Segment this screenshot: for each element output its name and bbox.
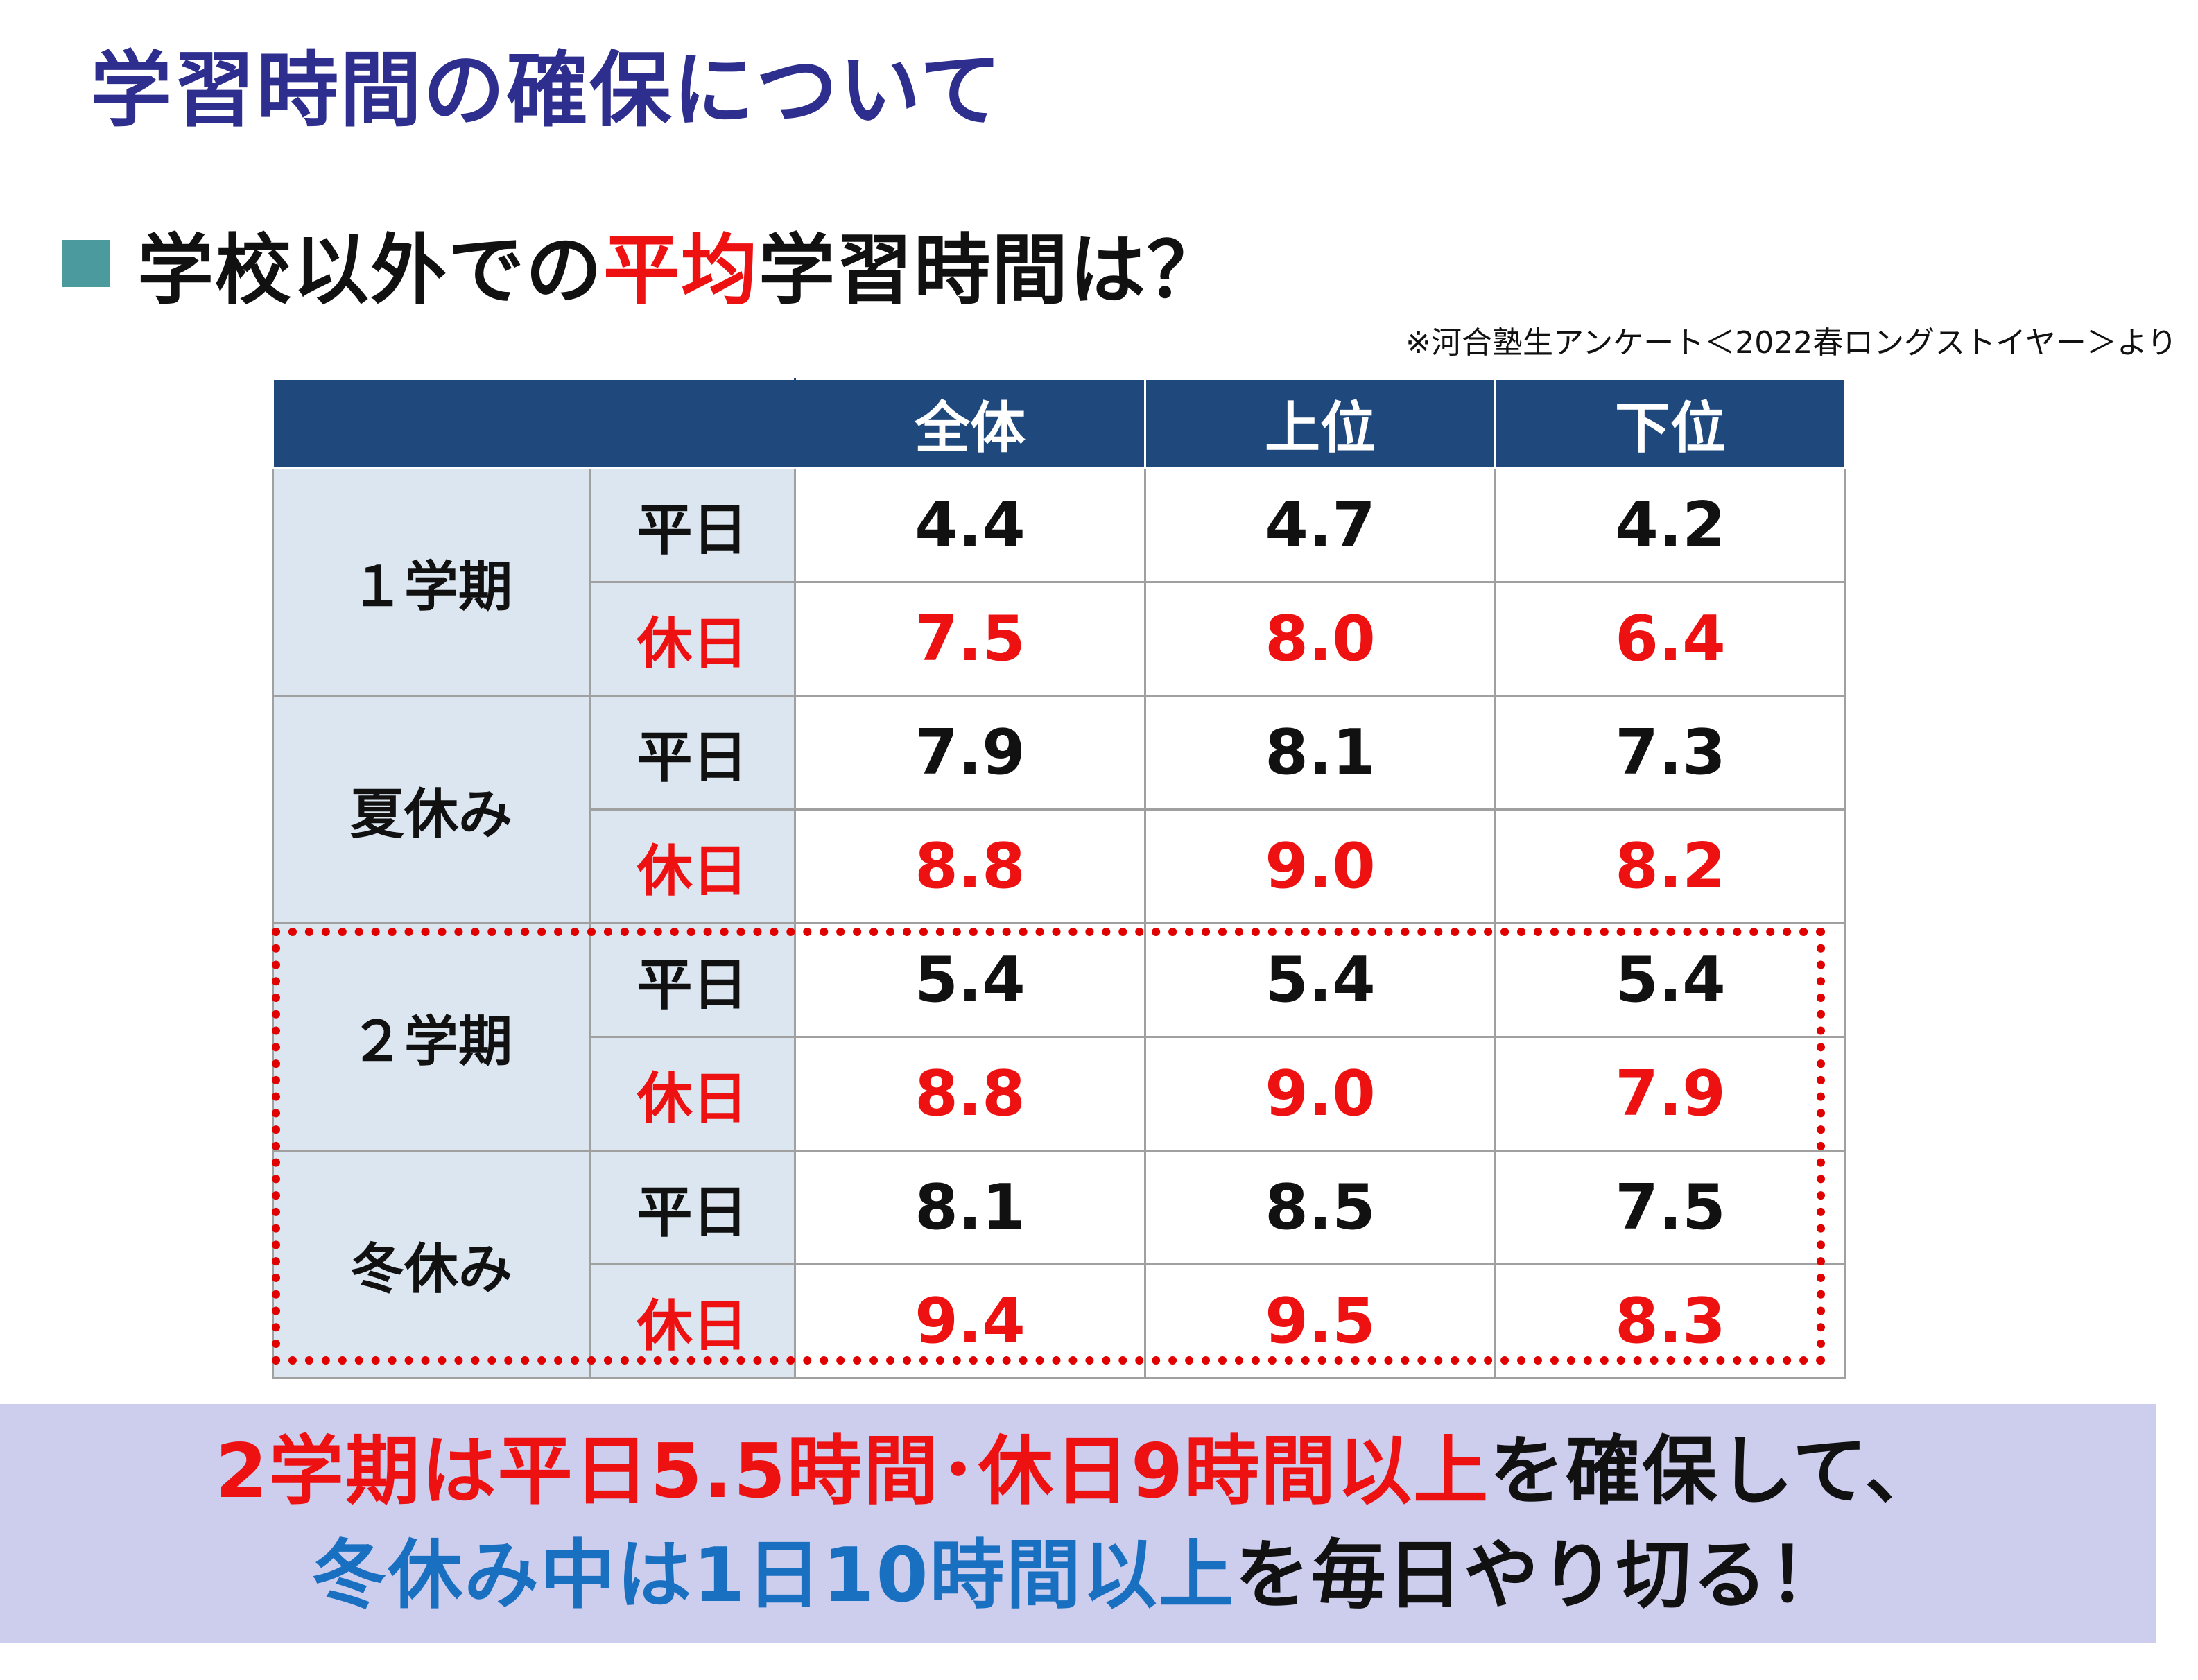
hours-value: 8.2 xyxy=(1494,808,1846,924)
section-subtitle: 学校以外での平均学習時間は？ xyxy=(137,208,1225,319)
day-type-label: 平日 xyxy=(589,922,796,1038)
day-type-label: 平日 xyxy=(589,1150,796,1265)
hours-value: 5.4 xyxy=(1494,922,1846,1038)
page-title: 学習時間の確保について xyxy=(90,42,1003,138)
study-time-table: 全体 上位 下位 １学期 平日 4.4 4.7 4.2 休日 7.5 8.0 6.4 夏休み 平日 7… xyxy=(272,378,1846,1379)
hours-value: 8.5 xyxy=(1144,1150,1496,1265)
table-header-row: 全体 上位 下位 xyxy=(272,378,1846,469)
conclusion-banner: 2学期は平日5.5時間･休日9時間以上を確保して、 冬休み中は1日10時間以上を… xyxy=(0,1404,2156,1643)
hours-value: 4.7 xyxy=(1144,467,1496,583)
banner-line2-black: を毎日やり切る！ xyxy=(1234,1532,1845,1619)
period-label: ２学期 xyxy=(272,922,591,1152)
header-all: 全体 xyxy=(794,378,1146,469)
hours-value: 6.4 xyxy=(1494,581,1846,697)
day-type-label: 休日 xyxy=(589,1036,796,1152)
header-bottom: 下位 xyxy=(1494,378,1846,469)
banner-line1-red: 2学期は平日5.5時間･休日9時間以上 xyxy=(215,1428,1490,1515)
banner-line1-black: を確保して、 xyxy=(1489,1428,1941,1515)
day-type-label: 平日 xyxy=(589,695,796,811)
day-type-label: 休日 xyxy=(589,581,796,697)
subtitle-part1: 学校以外での xyxy=(137,226,603,315)
hours-value: 4.4 xyxy=(794,467,1146,583)
period-label: 冬休み xyxy=(272,1150,591,1379)
hours-value: 9.0 xyxy=(1144,1036,1496,1152)
subtitle-highlight: 平均 xyxy=(603,226,759,315)
header-top: 上位 xyxy=(1144,378,1496,469)
hours-value: 9.4 xyxy=(794,1263,1146,1379)
hours-value: 8.8 xyxy=(794,1036,1146,1152)
header-corner xyxy=(272,378,796,469)
banner-line-1: 2学期は平日5.5時間･休日9時間以上を確保して、 xyxy=(216,1420,1941,1524)
period-label: １学期 xyxy=(272,467,591,697)
banner-line-2: 冬休み中は1日10時間以上を毎日やり切る！ xyxy=(311,1524,1844,1628)
section-heading: 学校以外での平均学習時間は？ xyxy=(62,208,1225,319)
hours-value: 7.3 xyxy=(1494,695,1846,811)
hours-value: 4.2 xyxy=(1494,467,1846,583)
table-row: １学期 平日 4.4 4.7 4.2 xyxy=(272,467,1846,697)
hours-value: 8.1 xyxy=(1144,695,1496,811)
hours-value: 9.0 xyxy=(1144,808,1496,924)
hours-value: 7.9 xyxy=(794,695,1146,811)
hours-value: 7.5 xyxy=(1494,1150,1846,1265)
subtitle-part2: 学習時間は？ xyxy=(759,226,1225,315)
table-row: 休日 8.8 9.0 7.9 xyxy=(273,1036,1846,1152)
hours-value: 8.3 xyxy=(1494,1263,1846,1379)
table-row: 夏休み 平日 7.9 8.1 7.3 xyxy=(272,695,1846,924)
hours-value: 8.1 xyxy=(794,1150,1146,1265)
hours-value: 7.9 xyxy=(1494,1036,1846,1152)
source-note: ※河合塾生アンケート＜2022春ロングストイヤー＞より xyxy=(1405,325,2177,361)
square-bullet-icon xyxy=(62,240,110,287)
banner-line2-blue: 冬休み中は1日10時間以上 xyxy=(311,1532,1235,1619)
day-type-label: 休日 xyxy=(589,1263,796,1379)
table-row: 休日 7.5 8.0 6.4 xyxy=(273,581,1846,697)
period-label: 夏休み xyxy=(272,695,591,924)
table-row: 休日 8.8 9.0 8.2 xyxy=(273,808,1846,924)
table-row: 冬休み 平日 8.1 8.5 7.5 xyxy=(272,1150,1846,1379)
hours-value: 5.4 xyxy=(1144,922,1496,1038)
hours-value: 9.5 xyxy=(1144,1263,1496,1379)
day-type-label: 休日 xyxy=(589,808,796,924)
hours-value: 5.4 xyxy=(794,922,1146,1038)
day-type-label: 平日 xyxy=(589,467,796,583)
hours-value: 7.5 xyxy=(794,581,1146,697)
hours-value: 8.8 xyxy=(794,808,1146,924)
hours-value: 8.0 xyxy=(1144,581,1496,697)
table-row: ２学期 平日 5.4 5.4 5.4 xyxy=(272,922,1846,1152)
